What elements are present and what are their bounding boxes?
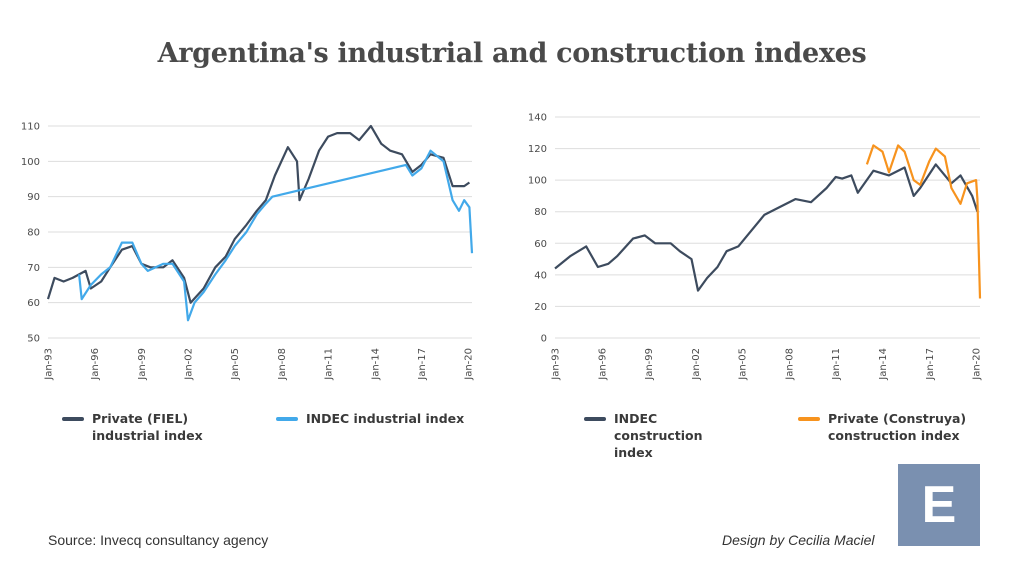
x-tick-label: Jan-08 <box>784 348 795 381</box>
series-line-left-1 <box>78 149 474 322</box>
source-note: Source: Invecq consultancy agency <box>48 532 269 548</box>
legend-label-indec-construction: INDEC construction index <box>614 411 703 460</box>
x-tick-label: Jan-11 <box>324 348 335 381</box>
y-tick-label: 70 <box>27 263 40 274</box>
chart-title: Argentina's industrial and construction … <box>157 38 867 69</box>
x-tick-label: Jan-02 <box>184 348 195 381</box>
x-tick-label: Jan-20 <box>972 348 983 381</box>
x-tick-label: Jan-14 <box>878 348 889 381</box>
x-tick-label: Jan-99 <box>644 348 655 381</box>
y-tick-label: 100 <box>528 176 547 187</box>
y-tick-label: 60 <box>27 298 40 309</box>
x-tick-label: Jan-08 <box>277 348 288 381</box>
x-tick-label: Jan-05 <box>230 348 241 381</box>
x-tick-label: Jan-05 <box>738 348 749 381</box>
design-credit: Design by Cecilia Maciel <box>722 532 875 548</box>
y-tick-label: 40 <box>534 270 547 281</box>
y-tick-label: 50 <box>27 334 40 345</box>
y-tick-label: 140 <box>528 113 547 124</box>
legend-label-fiel: Private (FIEL) industrial index <box>92 411 203 443</box>
chart-panel-right: 0 20 40 60 80 100 120 140 Jan-93 Jan-96 Jan-99 Jan-… <box>528 113 983 381</box>
x-tick-label: Jan-14 <box>370 348 381 381</box>
series-line-left-0 <box>46 124 471 304</box>
x-tick-label: Jan-11 <box>831 348 842 381</box>
x-tick-label: Jan-96 <box>90 348 101 381</box>
y-tick-label: 110 <box>21 122 40 133</box>
brand-logo: E <box>898 464 980 546</box>
y-tick-label: 80 <box>27 228 40 239</box>
legend-swatch-construya <box>798 417 820 421</box>
series-line-right-1 <box>865 144 982 299</box>
x-tick-label: Jan-17 <box>925 348 936 381</box>
legend-left-item-2: INDEC industrial index <box>276 410 486 427</box>
legend-left-item-1: Private (FIEL) industrial index <box>62 410 220 444</box>
legend-swatch-indec-construction <box>584 417 606 421</box>
y-tick-label: 0 <box>541 334 547 345</box>
y-tick-label: 90 <box>27 192 40 203</box>
legend-label-indec-industrial: INDEC industrial index <box>306 411 465 426</box>
x-tick-label: Jan-93 <box>44 348 55 381</box>
legend-right-item-2: Private (Construya) construction index <box>798 410 968 444</box>
chart-panel-left: 50 60 70 80 90 100 110 Jan-93 Jan-96 Jan-99 Jan-02… <box>21 122 475 381</box>
y-tick-label: 80 <box>534 207 547 218</box>
y-tick-label: 20 <box>534 302 547 313</box>
x-tick-label: Jan-93 <box>551 348 562 381</box>
legend-right-item-1: INDEC construction index <box>584 410 742 461</box>
series-line-right-0 <box>554 163 979 292</box>
x-tick-label: Jan-20 <box>464 348 475 381</box>
legend-label-construya: Private (Construya) construction index <box>828 411 967 443</box>
legend-swatch-fiel <box>62 417 84 421</box>
y-tick-label: 100 <box>21 157 40 168</box>
x-tick-label: Jan-17 <box>417 348 428 381</box>
y-tick-label: 120 <box>528 144 547 155</box>
x-tick-label: Jan-02 <box>691 348 702 381</box>
x-tick-label: Jan-99 <box>137 348 148 381</box>
y-tick-label: 60 <box>534 239 547 250</box>
x-tick-label: Jan-96 <box>597 348 608 381</box>
legend-swatch-indec-industrial <box>276 417 298 421</box>
